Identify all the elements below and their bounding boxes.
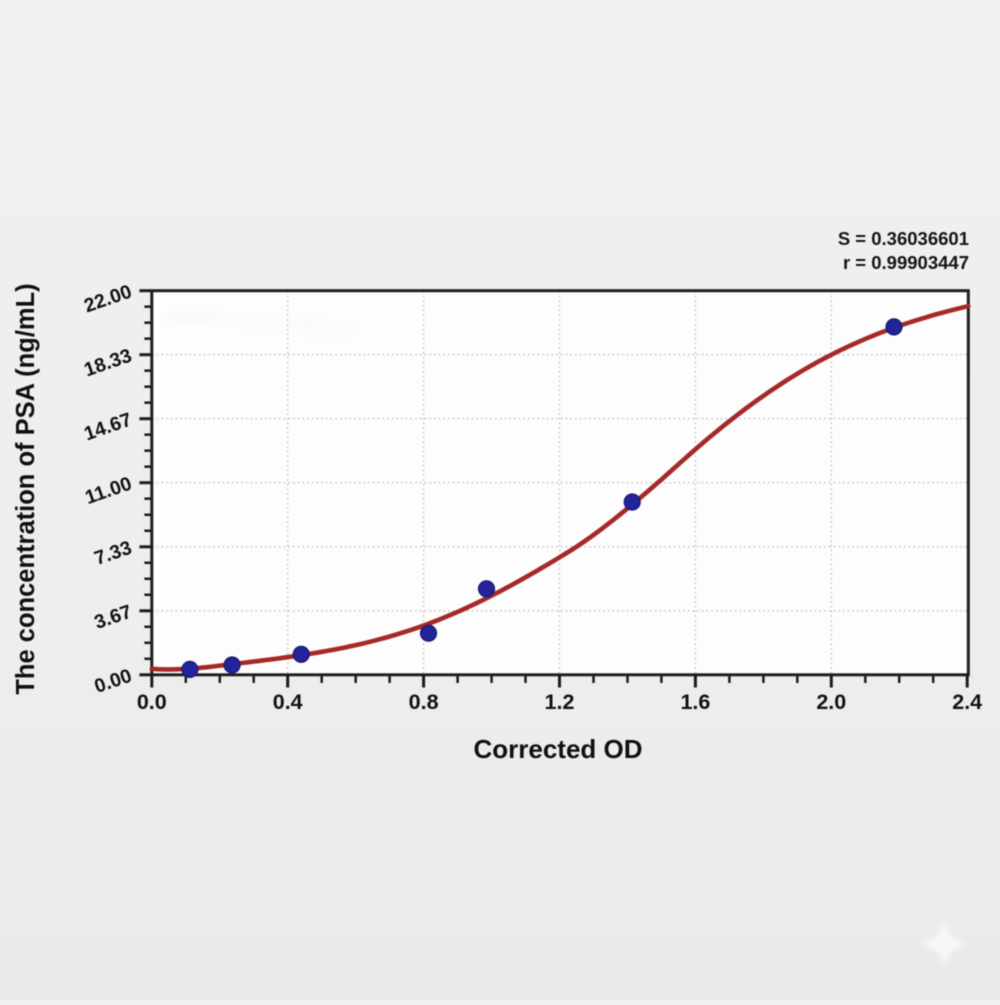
svg-text:Corrected OD: Corrected OD <box>473 734 642 764</box>
svg-text:0.0: 0.0 <box>137 690 167 714</box>
svg-text:0.00: 0.00 <box>92 665 135 698</box>
svg-text:r = 0.99903447: r = 0.99903447 <box>843 252 969 273</box>
svg-text:14.67: 14.67 <box>81 409 134 446</box>
svg-text:1.6: 1.6 <box>680 690 710 714</box>
svg-text:11.00: 11.00 <box>82 473 134 509</box>
svg-text:The concentration of PSA (ng/m: The concentration of PSA (ng/mL) <box>12 283 40 694</box>
svg-text:22.00: 22.00 <box>81 281 134 318</box>
svg-text:18.33: 18.33 <box>81 345 134 382</box>
svg-text:1.2: 1.2 <box>545 690 575 714</box>
svg-text:2.4: 2.4 <box>952 690 982 714</box>
svg-text:3.67: 3.67 <box>92 601 135 634</box>
svg-text:2.0: 2.0 <box>816 690 846 714</box>
svg-text:7.33: 7.33 <box>92 537 135 570</box>
svg-text:S = 0.36036601: S = 0.36036601 <box>838 228 969 249</box>
svg-text:0.8: 0.8 <box>409 690 439 714</box>
svg-text:0.4: 0.4 <box>273 690 303 714</box>
